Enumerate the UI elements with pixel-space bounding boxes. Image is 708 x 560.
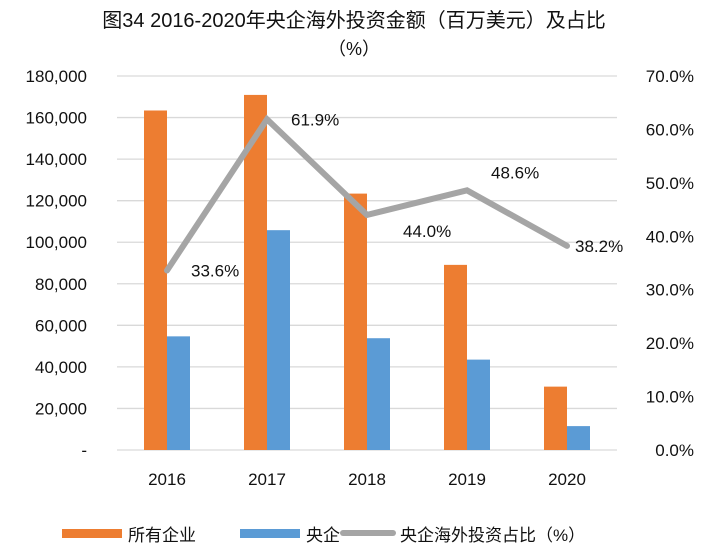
bar-all-enterprises xyxy=(544,386,567,450)
ratio-data-label: 48.6% xyxy=(491,163,539,182)
left-axis-tick-label: 80,000 xyxy=(35,275,87,294)
ratio-data-label: 61.9% xyxy=(291,110,339,129)
chart-plot: - 20,000 40,000 60,000 80,000 100,000 120,000 1… xyxy=(26,67,694,489)
x-axis-tick-label: 2017 xyxy=(248,470,286,489)
left-axis-tick-label: 100,000 xyxy=(26,233,87,252)
ratio-data-label: 33.6% xyxy=(191,261,239,280)
x-axis-tick-label: 2018 xyxy=(348,470,386,489)
bar-all-enterprises xyxy=(444,264,467,450)
left-axis-tick-label: 20,000 xyxy=(35,399,87,418)
right-axis-ticks: 0.0% 10.0% 20.0% 30.0% 40.0% 50.0% 60.0% 70.0% xyxy=(646,67,694,460)
x-axis-ticks: 2016 2017 2018 2019 2020 xyxy=(148,470,586,489)
x-axis-tick-label: 2019 xyxy=(448,470,486,489)
right-axis-tick-label: 70.0% xyxy=(646,67,694,86)
left-axis-tick-label: - xyxy=(81,441,87,460)
bars xyxy=(144,94,590,450)
right-axis-tick-label: 40.0% xyxy=(646,227,694,246)
left-axis-tick-label: 160,000 xyxy=(26,109,87,128)
right-axis-tick-label: 20.0% xyxy=(646,334,694,353)
right-axis-tick-label: 0.0% xyxy=(655,441,694,460)
left-axis-tick-label: 180,000 xyxy=(26,67,87,86)
ratio-data-label: 38.2% xyxy=(575,237,623,256)
bar-central-enterprises xyxy=(367,338,390,450)
bar-all-enterprises xyxy=(144,110,167,450)
bar-central-enterprises xyxy=(267,230,290,450)
right-axis-tick-label: 10.0% xyxy=(646,388,694,407)
legend-item-all[interactable]: 所有企业 xyxy=(62,520,196,546)
left-axis-tick-label: 120,000 xyxy=(26,192,87,211)
chart-title-line2: （%） xyxy=(327,39,380,59)
left-axis-tick-label: 40,000 xyxy=(35,358,87,377)
ratio-line xyxy=(164,114,570,274)
left-axis-tick-label: 140,000 xyxy=(26,150,87,169)
bar-central-enterprises xyxy=(167,336,190,450)
legend-swatch-central xyxy=(240,528,300,538)
bar-all-enterprises xyxy=(344,193,367,450)
legend-swatch-all xyxy=(62,528,122,538)
right-axis-tick-label: 50.0% xyxy=(646,174,694,193)
legend: 所有企业 央企 央企海外投资占比（%） xyxy=(0,520,708,546)
legend-label: 央企海外投资占比（%） xyxy=(400,525,586,545)
ratio-data-label: 44.0% xyxy=(403,222,451,241)
legend-label: 所有企业 xyxy=(128,525,196,545)
right-axis-tick-label: 30.0% xyxy=(646,281,694,300)
chart-title-line1: 图34 2016-2020年央企海外投资金额（百万美元）及占比 xyxy=(102,10,606,32)
left-axis-ticks: - 20,000 40,000 60,000 80,000 100,000 120,000 1… xyxy=(26,67,87,460)
bar-all-enterprises xyxy=(244,94,267,450)
left-axis-tick-label: 60,000 xyxy=(35,316,87,335)
right-axis-tick-label: 60.0% xyxy=(646,120,694,139)
legend-label: 央企 xyxy=(306,525,340,545)
legend-item-central[interactable]: 央企 xyxy=(240,520,340,546)
x-axis-tick-label: 2016 xyxy=(148,470,186,489)
bar-central-enterprises xyxy=(467,359,490,450)
legend-item-ratio[interactable]: 央企海外投资占比（%） xyxy=(340,520,585,546)
ratio-data-labels: 33.6% 61.9% 44.0% 48.6% 38.2% xyxy=(191,110,623,280)
legend-swatch-ratio xyxy=(340,530,396,536)
x-axis-tick-label: 2020 xyxy=(548,470,586,489)
bar-central-enterprises xyxy=(567,426,590,450)
